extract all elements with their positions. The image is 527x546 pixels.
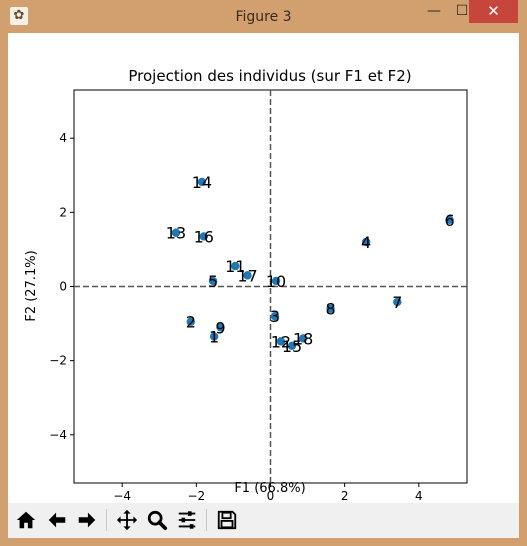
pan-move-icon [116, 509, 138, 531]
point-label-11: 11 [225, 257, 245, 276]
point-label-8: 8 [325, 300, 335, 319]
x-tick-label: 4 [415, 489, 423, 503]
point-label-5: 5 [208, 272, 218, 291]
data-point-15 [287, 341, 297, 351]
data-point-4 [361, 237, 371, 247]
data-point-14 [197, 177, 207, 187]
zoom-magnifier-icon [147, 510, 168, 531]
window-bottom-border [0, 538, 527, 546]
data-point-8 [326, 304, 335, 313]
home-icon [16, 511, 36, 529]
y-tick-label: −4 [49, 428, 67, 442]
x-tick-label: 2 [341, 489, 349, 503]
data-point-5 [208, 276, 218, 286]
data-point-9 [216, 323, 225, 332]
y-tick-label: 2 [59, 205, 67, 219]
point-label-9: 9 [215, 318, 225, 337]
back-button[interactable] [44, 507, 70, 533]
point-label-16: 16 [194, 227, 214, 246]
point-label-2: 2 [186, 313, 196, 332]
point-label-13: 13 [166, 224, 186, 243]
point-label-3: 3 [270, 307, 280, 326]
data-point-6 [445, 215, 454, 224]
chart-title: Projection des individus (sur F1 et F2) [128, 67, 411, 85]
x-tick-label: 0 [267, 489, 275, 503]
reference-lines [74, 90, 467, 483]
data-point-18 [298, 334, 308, 343]
data-point-2 [186, 317, 195, 326]
forward-arrow-icon [78, 512, 96, 528]
y-axis-label: F2 (27.1%) [24, 250, 39, 321]
data-point-3 [270, 311, 280, 321]
point-label-4: 4 [361, 233, 371, 252]
point-label-1: 1 [209, 328, 219, 347]
configure-subplots-icon [178, 511, 196, 529]
point-label-18: 18 [293, 329, 313, 348]
title-bar[interactable]: ✿ Figure 3 — ☐ ✕ [0, 0, 527, 33]
data-point-16 [199, 232, 208, 241]
point-label-12: 12 [271, 332, 291, 351]
point-label-10: 10 [266, 272, 286, 291]
point-label-14: 14 [192, 173, 212, 192]
window-title: Figure 3 [235, 9, 292, 25]
data-point-11 [231, 261, 240, 271]
save-floppy-icon [217, 510, 237, 530]
point-label-15: 15 [282, 337, 302, 356]
navigation-toolbar [8, 503, 519, 538]
matplotlib-figure-icon[interactable]: ✿ [10, 7, 28, 25]
y-tick-label: −2 [49, 354, 67, 368]
toolbar-separator [206, 509, 207, 531]
toolbar-separator [106, 509, 107, 531]
data-point-7 [393, 297, 402, 307]
y-tick-label: 4 [59, 131, 67, 145]
point-label-17: 17 [237, 266, 257, 285]
point-label-6: 6 [444, 211, 454, 230]
axis-ticks: −4 −2 0 2 4 −4 −2 0 2 4 [49, 131, 422, 503]
maximize-button[interactable]: ☐ [455, 3, 469, 19]
data-point-1 [209, 332, 219, 341]
pan-button[interactable] [114, 507, 140, 533]
forward-button[interactable] [74, 507, 100, 533]
x-tick-label: −4 [113, 489, 131, 503]
minimize-button[interactable]: — [427, 3, 441, 19]
y-tick-label: 0 [59, 280, 67, 294]
data-point-17 [243, 271, 252, 280]
data-point-10 [271, 276, 281, 286]
back-arrow-icon [48, 512, 66, 528]
configure-subplots-button[interactable] [174, 507, 200, 533]
zoom-button[interactable] [144, 507, 170, 533]
data-point-13 [171, 228, 181, 237]
figure-canvas[interactable]: Projection des individus (sur F1 et F2) … [8, 33, 519, 538]
data-points [171, 177, 454, 351]
close-button[interactable]: ✕ [469, 0, 518, 23]
scatter-chart: Projection des individus (sur F1 et F2) … [24, 67, 468, 503]
home-button[interactable] [13, 507, 39, 533]
data-point-12 [276, 337, 286, 346]
point-label-7: 7 [392, 293, 402, 312]
x-tick-label: −2 [187, 489, 205, 503]
save-button[interactable] [214, 507, 240, 533]
x-axis-label: F1 (66.8%) [234, 481, 305, 496]
